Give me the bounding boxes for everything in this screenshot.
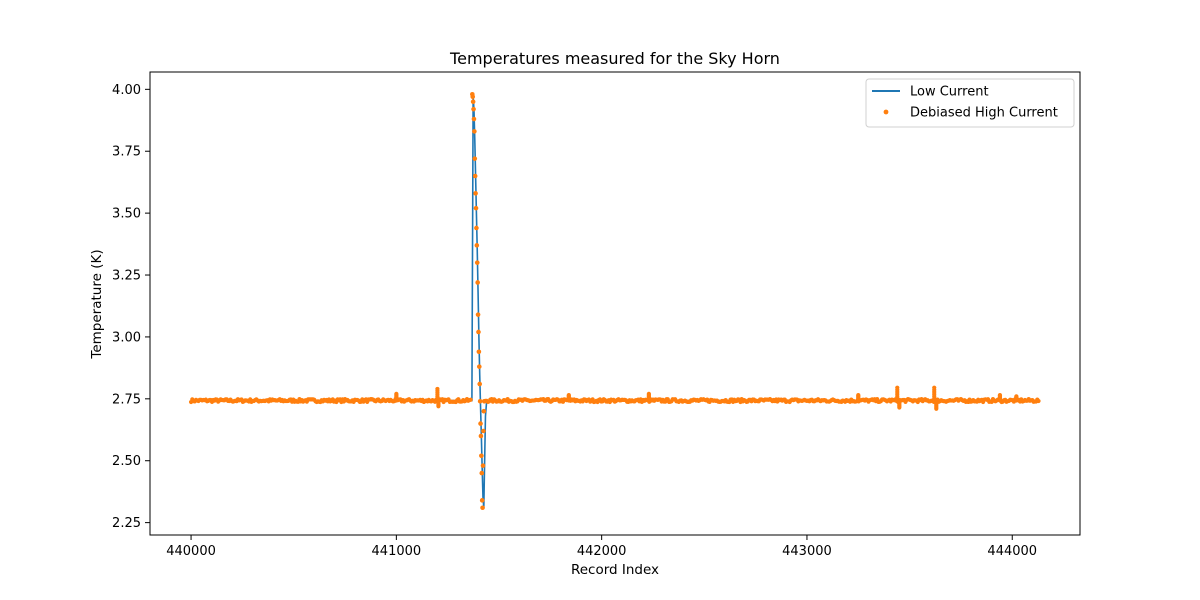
- x-tick-label: 442000: [577, 544, 627, 559]
- scatter-point: [1036, 398, 1041, 404]
- scatter-point: [474, 260, 480, 265]
- y-tick-label: 3.00: [112, 330, 141, 345]
- scatter-point: [435, 386, 440, 392]
- y-tick-label: 3.50: [112, 207, 141, 222]
- x-axis-label: Record Index: [571, 562, 659, 578]
- scatter-point: [897, 405, 902, 410]
- legend-label: Debiased High Current: [910, 106, 1058, 121]
- legend: Low Current Debiased High Current: [865, 78, 1075, 128]
- scatter-point: [472, 173, 478, 179]
- x-tick-label: 440000: [166, 544, 216, 559]
- scatter-point: [895, 385, 900, 390]
- scatter-point: [476, 349, 482, 355]
- scatter-point: [470, 94, 476, 100]
- scatter-point: [479, 470, 485, 476]
- scatter-point: [997, 393, 1003, 398]
- chart-title: Temperatures measured for the Sky Horn: [449, 49, 780, 68]
- debiased-high-current-points: [188, 91, 1041, 511]
- scatter-point: [475, 312, 481, 317]
- scatter-point: [477, 381, 483, 387]
- scatter-point: [394, 391, 399, 396]
- scatter-point: [470, 99, 476, 105]
- x-tick-label: 441000: [372, 544, 422, 559]
- x-tick-label: 443000: [782, 544, 832, 559]
- scatter-point: [477, 399, 483, 404]
- scatter-point: [480, 463, 486, 468]
- y-tick-label: 2.75: [112, 392, 141, 407]
- legend-label: Low Current: [910, 85, 989, 100]
- scatter-point: [471, 116, 477, 122]
- scatter-point: [479, 498, 485, 503]
- scatter-point: [478, 421, 483, 426]
- scatter-point: [436, 404, 441, 409]
- plot-frame: [149, 71, 1081, 536]
- scatter-point: [475, 280, 480, 285]
- y-tick-label: 4.00: [112, 83, 141, 98]
- scatter-point: [1014, 394, 1019, 399]
- scatter-point: [646, 391, 651, 396]
- low-current-line: [191, 96, 1039, 508]
- scatter-point: [477, 364, 482, 369]
- scatter-point: [472, 129, 477, 134]
- scatter-point: [472, 156, 478, 161]
- scatter-point: [566, 393, 571, 398]
- legend-scatter-swatch: [883, 109, 889, 115]
- scatter-point: [481, 408, 487, 414]
- scatter-point: [480, 505, 485, 511]
- scatter-point: [932, 385, 937, 390]
- y-tick-label: 3.75: [112, 145, 141, 160]
- scatter-point: [476, 329, 481, 335]
- scatter-point: [473, 191, 478, 196]
- scatter-point: [934, 406, 939, 411]
- scatter-point: [478, 433, 484, 439]
- scatter-point: [474, 243, 480, 248]
- legend-box: [865, 78, 1075, 128]
- scatter-point: [856, 393, 861, 398]
- scatter-point: [481, 428, 486, 434]
- y-tick-label: 2.50: [112, 454, 141, 469]
- scatter-point: [481, 399, 487, 404]
- x-tick-label: 444000: [987, 544, 1037, 559]
- scatter-point: [468, 397, 473, 402]
- scatter-point: [471, 106, 476, 112]
- scatter-point: [479, 453, 484, 459]
- scatter-point: [473, 205, 479, 211]
- y-tick-label: 3.25: [112, 269, 141, 284]
- y-tick-label: 2.25: [112, 516, 141, 531]
- scatter-point: [474, 225, 479, 231]
- y-axis-label: Temperature (K): [89, 249, 105, 359]
